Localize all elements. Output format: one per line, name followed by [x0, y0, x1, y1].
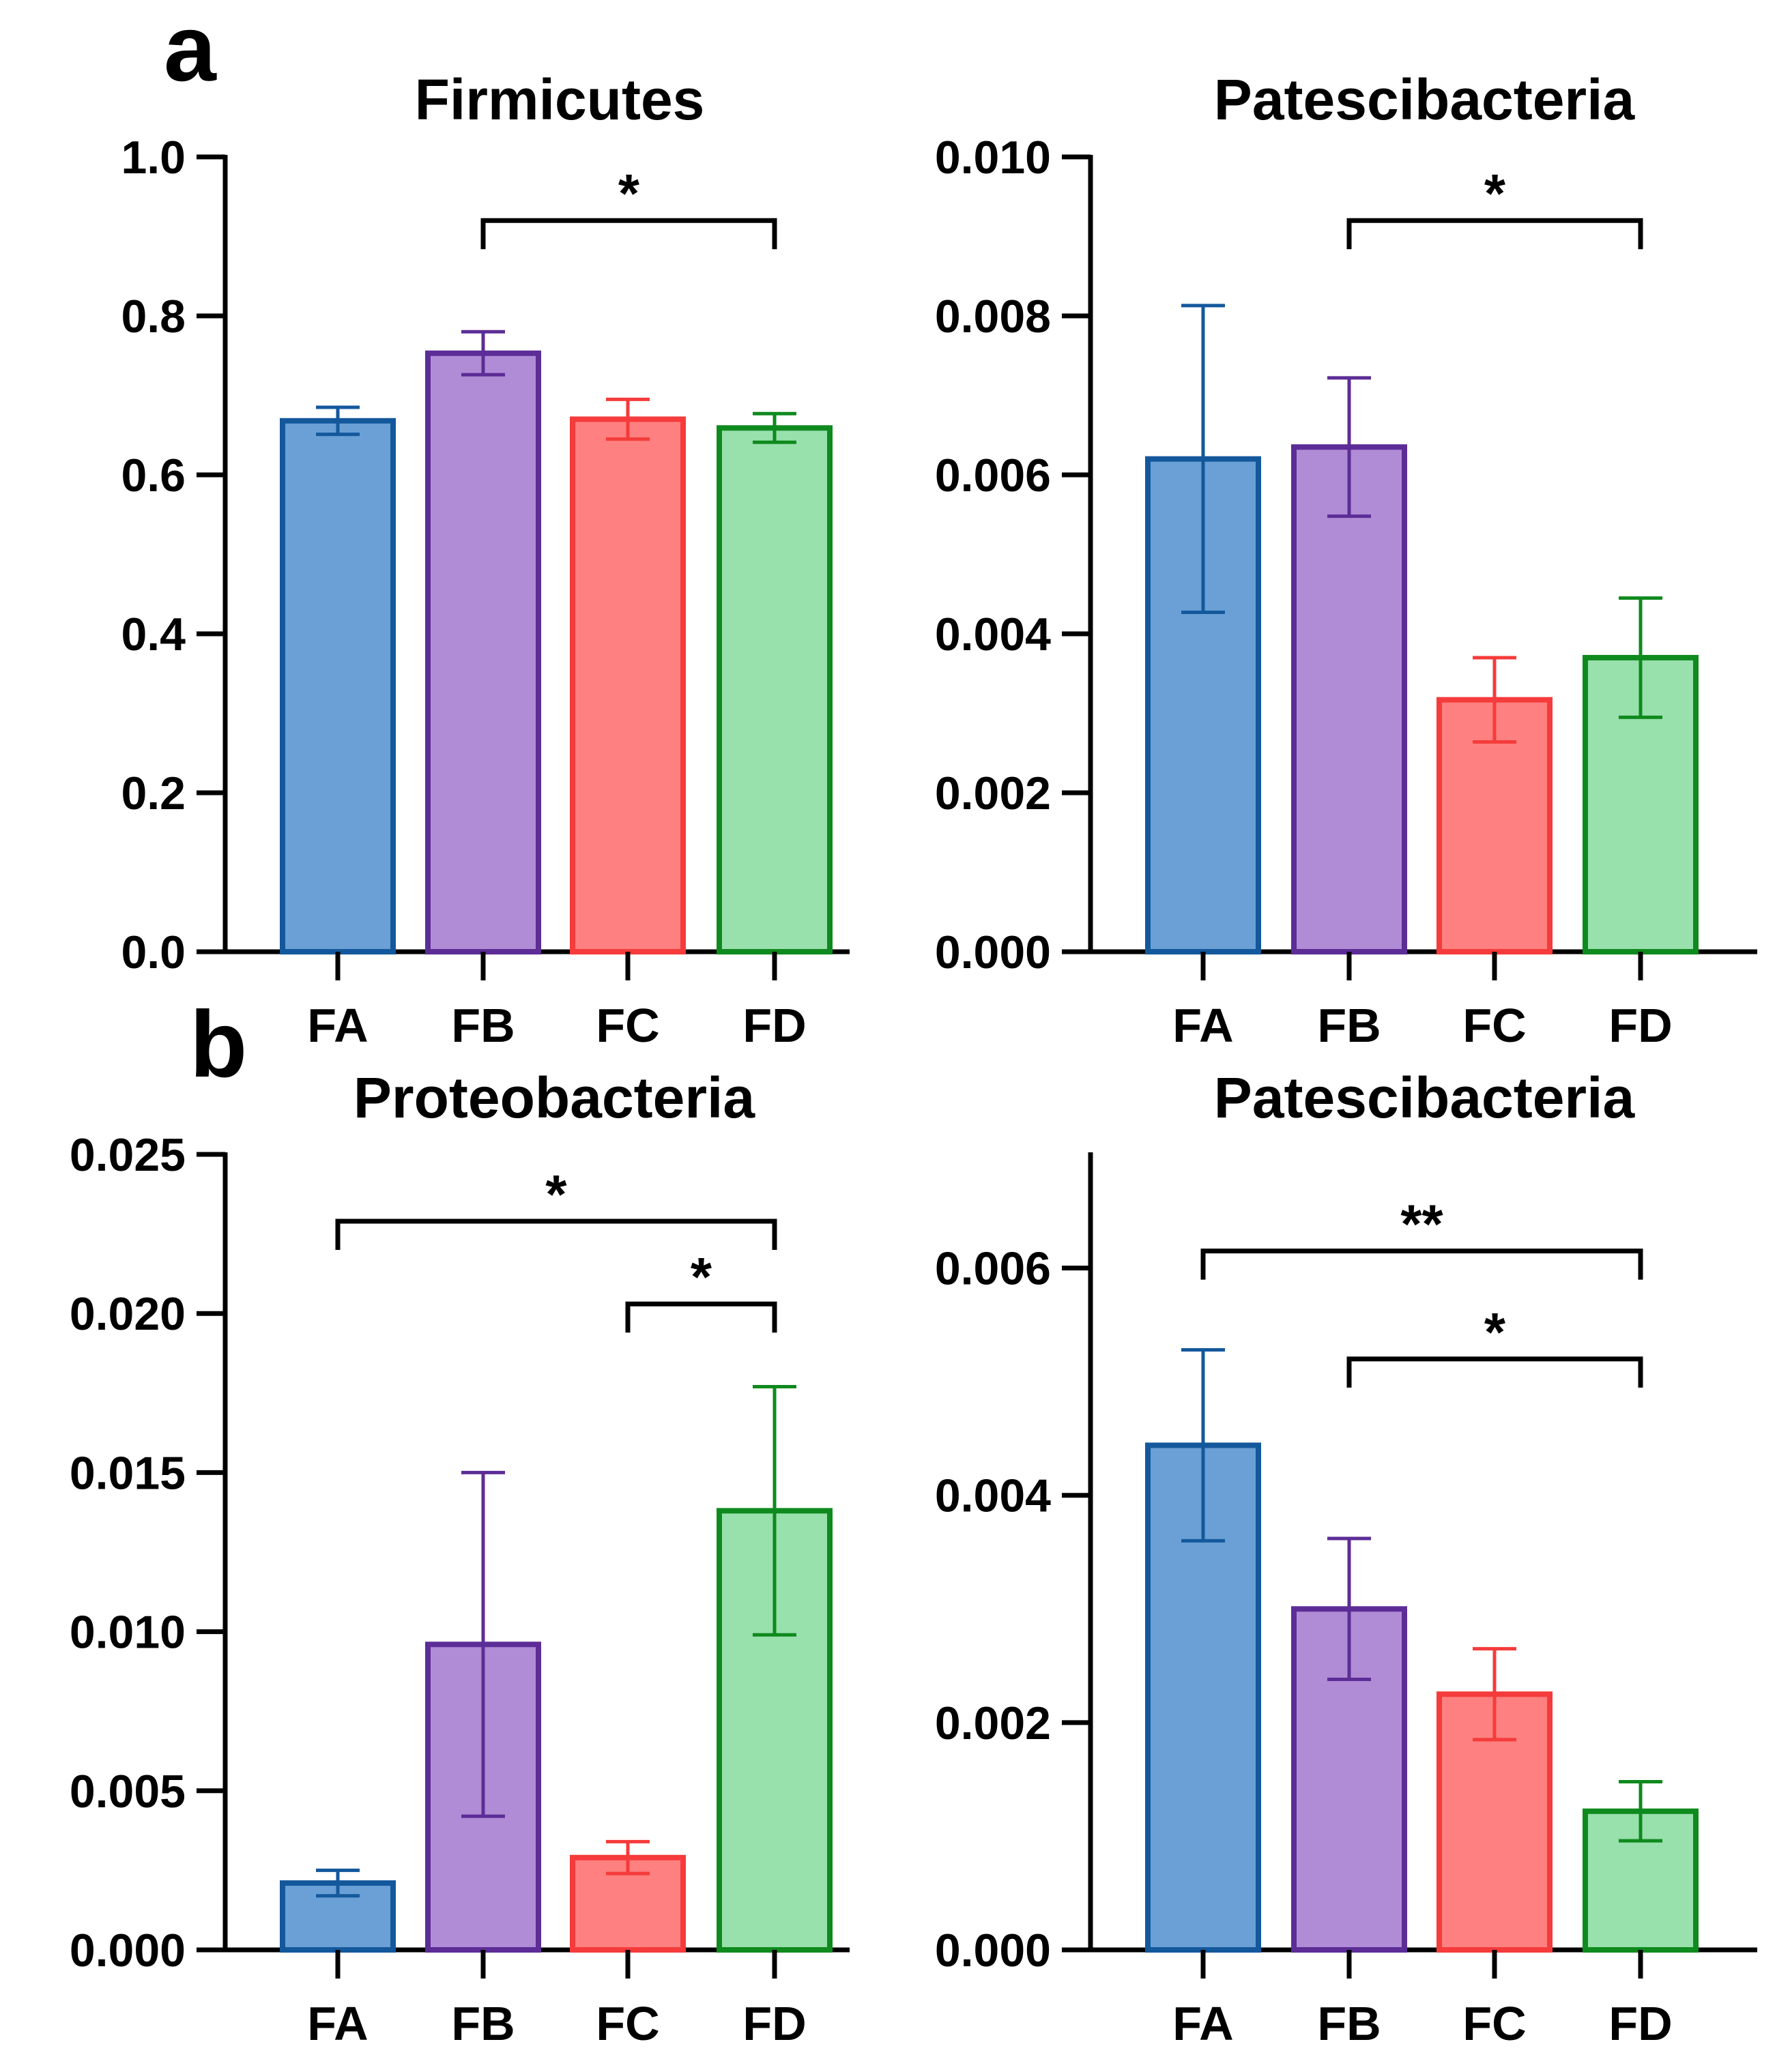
x-tick-label-FD: FD [1608, 999, 1672, 1052]
x-tick-label-FB: FB [1317, 1997, 1381, 2050]
x-tick-label-FD: FD [742, 1997, 806, 2050]
chart-3: Proteobacteria 0.000 0.005 0.010 0.015 0.020 0… [70, 1066, 850, 2050]
y-tick-label: 0.004 [935, 609, 1051, 660]
y-tick-label: 1.0 [121, 132, 186, 184]
y-tick-label: 0.002 [935, 768, 1051, 819]
y-tick-label: 0.025 [70, 1129, 186, 1181]
y-tick-label: 0.000 [935, 1925, 1051, 1976]
x-tick-label-FC: FC [1462, 1997, 1526, 2050]
y-tick-label: 0.6 [121, 450, 186, 501]
y-tick-label: 0.006 [935, 450, 1051, 501]
y-tick-label: 0.010 [70, 1607, 186, 1659]
significance-label: * [691, 1246, 712, 1307]
significance-label: ** [1400, 1194, 1443, 1255]
y-tick-label: 0.015 [70, 1447, 186, 1499]
chart-title: Proteobacteria [353, 1066, 755, 1130]
significance-label: * [545, 1164, 567, 1225]
bar-FC [570, 416, 686, 954]
x-tick-label-FD: FD [742, 999, 806, 1052]
significance-label: * [1484, 163, 1506, 224]
y-tick-label: 0.002 [935, 1697, 1051, 1749]
panel-letter-a: a [164, 0, 217, 101]
y-tick-label: 0.010 [935, 132, 1051, 184]
x-tick-label-FC: FC [596, 1997, 659, 2050]
y-tick-label: 0.0 [121, 926, 186, 978]
y-tick-label: 0.8 [121, 291, 186, 342]
significance-label: * [1484, 1302, 1506, 1362]
x-tick-label-FB: FB [451, 1997, 515, 2050]
significance-bracket [625, 1301, 777, 1333]
chart-title: Patescibacteria [1214, 68, 1636, 132]
chart-1: Firmicutes 0.0 0.2 0.4 0.6 0.8 1.0 FA FB FC FD * [121, 68, 850, 1052]
bar-FB [425, 350, 541, 954]
y-tick-label: 0.005 [70, 1766, 186, 1818]
significance-bracket [1200, 1249, 1643, 1280]
y-tick-label: 0.008 [935, 291, 1051, 342]
significance-bracket [1346, 1356, 1643, 1388]
significance-bracket [480, 218, 777, 250]
y-tick-label: 0.2 [121, 768, 186, 819]
x-tick-label-FA: FA [307, 999, 368, 1052]
significance-bracket [335, 1219, 777, 1250]
y-tick-label: 0.000 [70, 1925, 186, 1976]
y-tick-label: 0.4 [121, 609, 186, 660]
chart-4: Patescibacteria 0.000 0.002 0.004 0.006 FA FB F… [935, 1066, 1757, 2050]
panel-letter-b: b [190, 992, 247, 1097]
y-tick-label: 0.000 [935, 926, 1051, 978]
chart-title: Patescibacteria [1214, 1066, 1636, 1130]
x-tick-label-FD: FD [1608, 1997, 1672, 2050]
chart-2: Patescibacteria 0.000 0.002 0.004 0.006 0.008… [935, 68, 1757, 1052]
significance-label: * [618, 163, 640, 224]
bar-FA [280, 418, 396, 954]
significance-bracket [1346, 218, 1643, 250]
x-tick-label-FA: FA [307, 1997, 368, 2050]
y-tick-label: 0.006 [935, 1243, 1051, 1295]
y-tick-label: 0.020 [70, 1288, 186, 1340]
x-tick-label-FC: FC [1462, 999, 1526, 1052]
bar-FD [717, 425, 833, 954]
y-tick-label: 0.004 [935, 1470, 1051, 1522]
chart-title: Firmicutes [415, 68, 705, 132]
x-tick-label-FB: FB [451, 999, 515, 1052]
x-tick-label-FB: FB [1317, 999, 1381, 1052]
x-tick-label-FA: FA [1172, 1997, 1233, 2050]
x-tick-label-FA: FA [1172, 999, 1233, 1052]
bar-FB [1291, 444, 1407, 954]
x-tick-label-FC: FC [596, 999, 659, 1052]
